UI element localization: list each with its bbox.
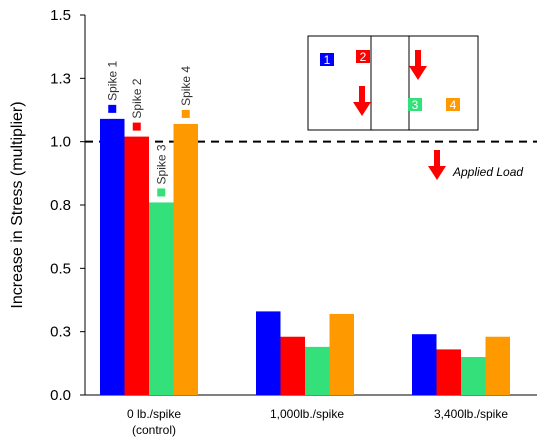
inset-arrow-shaft	[359, 86, 365, 104]
applied-load-legend: Applied Load	[428, 150, 523, 180]
category-sublabel: (control)	[132, 423, 176, 437]
applied-load-arrow-head	[428, 166, 446, 180]
y-tick-label: 0.0	[50, 387, 71, 404]
y-tick-label: 0.8	[50, 197, 71, 214]
inset-marker-label: 3	[412, 98, 419, 112]
category-label: 1,000lb./spike	[270, 407, 344, 421]
inset-arrow-head	[353, 102, 371, 116]
y-axis-label: Increase in Stress (multiplier)	[9, 101, 26, 308]
bar-spike-3-cat3	[461, 357, 486, 395]
inset-markers: 1 2 3 4	[320, 50, 460, 112]
category-label: 0 lb./spike	[127, 407, 181, 421]
inset-arrow-head	[409, 66, 427, 80]
bar-spike-3-cat1	[149, 202, 174, 395]
inset-box	[307, 35, 479, 131]
inset-marker-1	[320, 53, 334, 66]
bar-spike-1-cat2	[256, 311, 281, 395]
series-label: Spike 2	[130, 78, 144, 118]
category-label: 3,400lb./spike	[434, 407, 508, 421]
bar-spike-1-cat1	[100, 118, 125, 395]
series-marker	[181, 109, 190, 118]
bar-spike-3-cat2	[305, 346, 330, 395]
bar-spike-2-cat1	[124, 136, 149, 395]
y-tick-label: 1.5	[50, 7, 71, 24]
category-labels: 0 lb./spike (control) 1,000lb./spike 3,400l…	[127, 407, 508, 437]
bars	[100, 118, 510, 395]
bar-spike-4-cat2	[329, 313, 354, 395]
y-tick-label: 1.0	[50, 134, 71, 151]
inset-marker-4	[446, 98, 460, 111]
inset-marker-3	[408, 98, 422, 111]
y-ticks: 0.0 0.3 0.5 0.8 1.0 1.3 1.5	[50, 7, 85, 404]
bar-spike-1-cat3	[412, 334, 437, 395]
bar-spike-4-cat1	[173, 123, 198, 395]
inset-marker-label: 1	[324, 53, 331, 67]
inset-arrows	[353, 50, 427, 116]
inset-marker-label: 4	[450, 98, 457, 112]
applied-load-arrow-shaft	[434, 150, 440, 168]
y-tick-label: 0.3	[50, 324, 71, 341]
series-labels: Spike 1 Spike 2 Spike 3 Spike 4	[105, 61, 193, 197]
inset-diagram: 1 2 3 4	[307, 35, 479, 131]
series-marker	[132, 122, 141, 131]
bar-spike-4-cat3	[485, 336, 510, 395]
series-label: Spike 1	[105, 61, 119, 101]
series-marker	[157, 188, 166, 197]
series-marker	[108, 104, 117, 113]
inset-arrow-shaft	[415, 50, 421, 68]
series-label: Spike 4	[179, 66, 193, 106]
y-tick-label: 1.3	[50, 70, 71, 87]
y-tick-label: 0.5	[50, 260, 71, 277]
inset-marker-label: 2	[360, 50, 367, 64]
bar-spike-2-cat3	[436, 349, 461, 395]
series-label: Spike 3	[154, 144, 168, 184]
inset-marker-2	[356, 50, 370, 63]
applied-load-label: Applied Load	[452, 165, 523, 179]
bar-spike-2-cat2	[280, 336, 305, 395]
